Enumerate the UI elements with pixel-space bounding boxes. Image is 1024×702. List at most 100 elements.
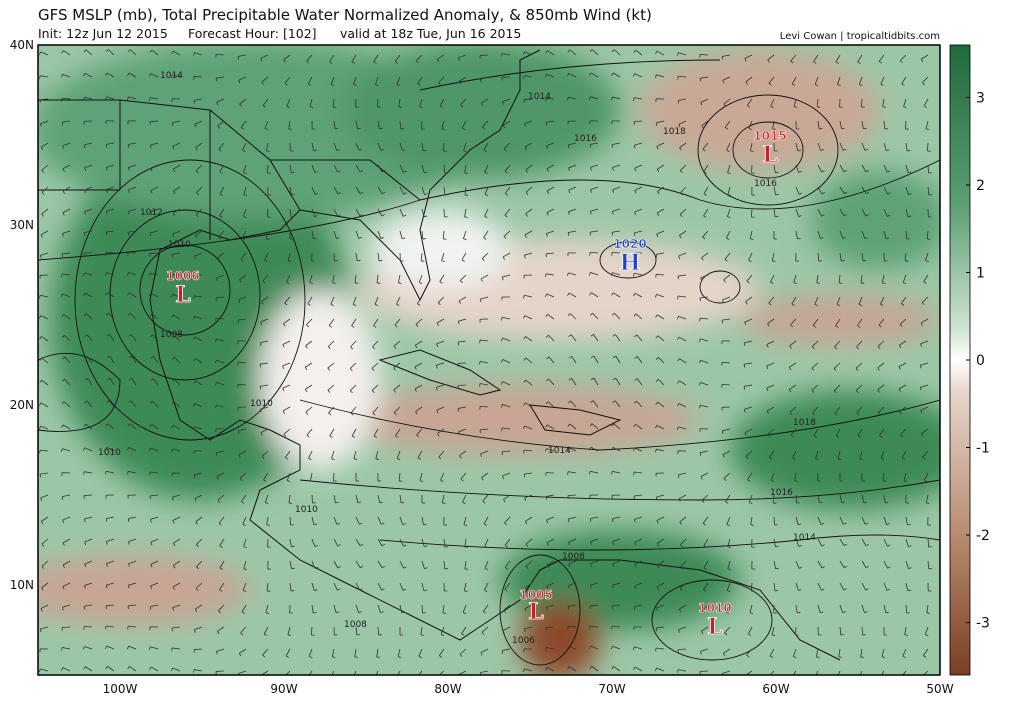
wind-barb [634,211,637,216]
wind-barb [87,378,93,386]
wind-barb [106,446,115,452]
wind-barb [481,477,484,481]
wind-barb [416,428,423,436]
wind-barb [504,208,511,216]
wind-barb [882,106,886,108]
wind-barb [149,49,153,53]
wind-barb [503,120,511,126]
wind-barb [219,193,223,196]
wind-barb [216,338,225,342]
wind-barb [40,234,43,238]
wind-barb [420,626,423,635]
wind-barb [819,501,823,504]
wind-barb [215,360,217,364]
wind-barb [546,252,555,255]
wind-barb [837,678,840,679]
wind-barb [703,171,707,174]
wind-barb [351,435,356,438]
wind-barb [480,360,489,364]
wind-barb [880,303,884,306]
wind-barb [328,318,335,326]
wind-barb [635,424,643,430]
wind-barb [64,378,71,386]
wind-barb [817,120,820,129]
wind-barb [480,652,483,656]
wind-barb [314,215,318,217]
wind-barb [769,457,773,460]
wind-barb [238,54,247,57]
wind-barb [590,538,599,542]
wind-barb [613,666,621,672]
wind-barb [484,589,488,592]
wind-barb [703,208,709,216]
wind-barb [240,632,244,636]
wind-barb [789,411,793,415]
wind-barb [905,230,908,239]
wind-barb [523,668,525,673]
wind-barb [856,346,860,350]
wind-barb [310,480,314,482]
wind-barb [726,237,730,240]
wind-barb [462,604,467,613]
wind-barb [545,647,547,651]
wind-barb [655,667,657,672]
wind-barb [399,186,404,195]
wind-barb [700,472,709,478]
wind-barb [677,426,679,431]
wind-barb [377,98,379,108]
wind-barb [216,631,220,635]
wind-barb [567,313,571,317]
wind-barb [64,356,71,364]
wind-barb [333,604,337,613]
wind-barb [633,120,643,123]
wind-barb [61,74,63,78]
wind-barb [415,318,423,325]
wind-barb [839,494,843,503]
wind-barb [265,230,269,239]
wind-barb [336,149,340,151]
wind-barb [589,272,591,276]
lat-label: 10N [10,578,34,592]
wind-barb [40,604,49,609]
wind-barb [484,582,489,591]
wind-barb [150,97,159,100]
wind-barb [150,73,159,78]
wind-barb [421,516,424,525]
map-frame [37,44,941,676]
wind-barb [39,315,42,319]
wind-barb [41,208,49,215]
wind-barb [899,318,907,325]
wind-barb [84,563,87,568]
wind-barb [838,274,841,283]
wind-barb [40,230,49,236]
wind-barb [150,666,159,672]
wind-barb [569,666,577,672]
wind-barb [240,252,247,260]
wind-barb [480,274,489,280]
wind-barb [546,542,549,546]
wind-barb [503,499,506,503]
wind-barb [479,54,489,56]
wind-barb [243,560,247,569]
wind-barb [856,340,863,348]
wind-barb [264,128,268,130]
wind-barb [701,252,709,259]
wind-barb [878,61,882,64]
wind-barb [861,494,865,503]
wind-barb [794,480,798,482]
wind-barb [355,626,358,636]
wind-barb [525,543,529,547]
wind-barb [284,677,286,679]
wind-barb [611,645,613,650]
wind-barb [502,252,511,258]
wind-barb [571,378,577,386]
wind-barb [900,428,907,436]
wind-barb [461,259,465,262]
wind-barb [62,586,65,590]
wind-barb [835,435,840,438]
wind-barb [291,545,295,548]
wind-barb [219,164,225,172]
wind-barb [768,296,775,304]
wind-barb [397,274,401,283]
wind-barb [484,194,489,196]
